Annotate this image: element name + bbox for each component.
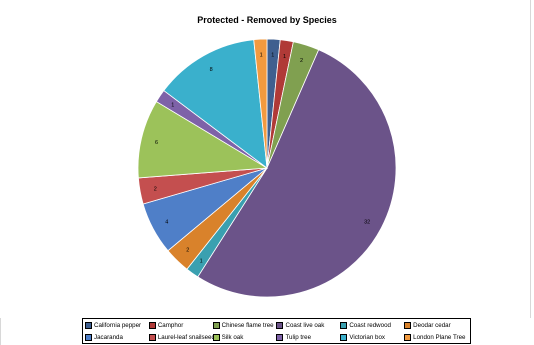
legend-swatch: [212, 321, 220, 329]
legend-swatch: [340, 321, 348, 329]
legend-item: Victorian box: [340, 331, 404, 343]
data-label: 6: [155, 140, 158, 146]
pie-slice-london-plane-tree: [253, 38, 268, 169]
legend-label: London Plane Tree: [413, 333, 466, 341]
legend-label: Camphor: [157, 321, 184, 329]
legend-swatch: [85, 321, 92, 329]
pie-slices: [137, 38, 397, 298]
data-label: 2: [186, 247, 189, 253]
legend-swatch: [404, 321, 412, 329]
legend-label: Silk oak: [221, 333, 244, 341]
pie-slice-coast-live-oak: [197, 49, 397, 298]
legend-swatch: [276, 333, 284, 341]
legend-label: Laurel-leaf snailseed: [157, 333, 213, 341]
data-label: 4: [165, 219, 168, 225]
data-label: 1: [271, 53, 274, 59]
pie-data-labels: 1 1 2 32 1 2 4 2 6 1 8 1: [154, 53, 370, 265]
legend-swatch: [404, 333, 412, 341]
data-label: 1: [260, 53, 263, 59]
legend-label: Jacaranda: [94, 333, 123, 341]
legend-item: Jacaranda: [85, 331, 149, 343]
frame-left-border: [0, 318, 1, 345]
legend-item: Chinese flame tree: [212, 319, 277, 331]
legend-item: California pepper: [85, 319, 149, 331]
data-label: 1: [283, 54, 286, 60]
frame-right-border: [530, 0, 531, 318]
legend-label: Coast live oak: [285, 321, 325, 329]
data-label: 2: [300, 58, 303, 64]
legend-item: Coast live oak: [276, 319, 340, 331]
legend-label: Deodar cedar: [413, 321, 451, 329]
legend-label: Coast redwood: [349, 321, 391, 329]
legend-item: London Plane Tree: [404, 331, 468, 343]
chart-legend: California pepper Camphor Chinese flame tr…: [82, 318, 471, 344]
data-label: 1: [200, 259, 203, 265]
legend-item: Camphor: [148, 319, 213, 331]
legend-swatch: [148, 333, 156, 341]
chart-title: Protected - Removed by Species: [197, 15, 337, 25]
legend-swatch: [340, 333, 348, 341]
data-label: 2: [154, 186, 157, 192]
legend-label: California pepper: [94, 321, 142, 329]
pie-slice-silk-oak: [137, 101, 269, 179]
data-label: 8: [210, 67, 213, 73]
legend-swatch: [276, 321, 284, 329]
pie-slice-victorian-box: [163, 39, 268, 169]
legend-item: Tulip tree: [276, 331, 340, 343]
legend-swatch: [148, 321, 156, 329]
legend-swatch: [85, 333, 92, 341]
legend-item: Deodar cedar: [404, 319, 468, 331]
data-label: 1: [171, 103, 174, 109]
legend-label: Chinese flame tree: [221, 321, 274, 329]
legend-item: Silk oak: [212, 331, 277, 343]
legend-label: Tulip tree: [285, 333, 312, 341]
legend-item: Laurel-leaf snailseed: [148, 331, 213, 343]
data-label: 32: [364, 219, 370, 225]
legend-item: Coast redwood: [340, 319, 404, 331]
legend-label: Victorian box: [349, 333, 385, 341]
legend-swatch: [212, 333, 220, 341]
